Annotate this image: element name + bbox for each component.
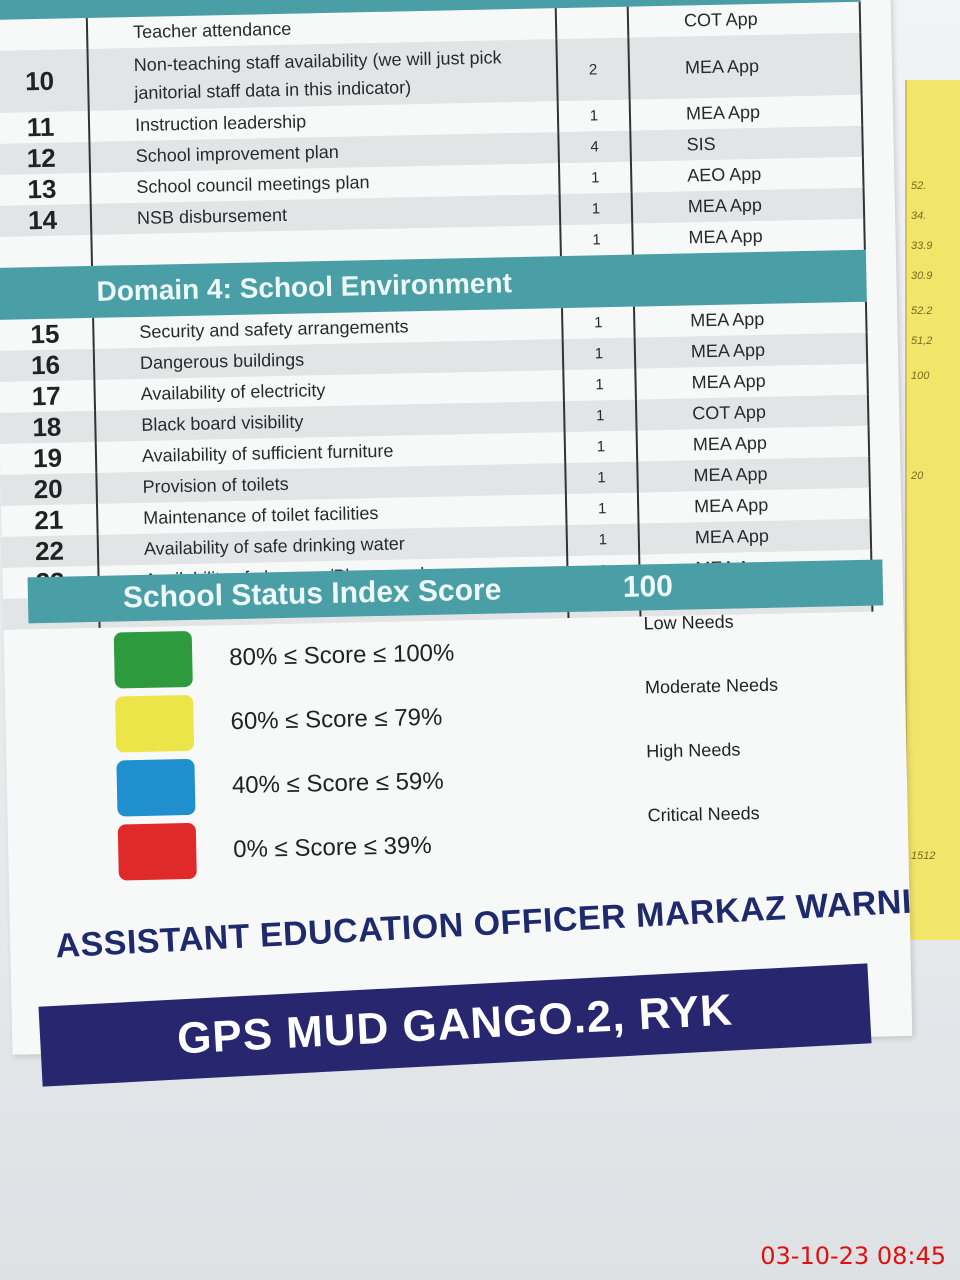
indicator-name: Availability of electricity	[140, 380, 326, 404]
handwritten-number: 51,2	[911, 335, 933, 347]
indicator-name: Non-teaching staff availability (we will…	[133, 47, 502, 103]
indicator-name	[93, 241, 560, 251]
data-source: AEO App	[631, 156, 865, 193]
data-source: MEA App	[638, 487, 872, 524]
score-range: 80% ≤ Score ≤ 100%	[228, 639, 455, 672]
legend-item: 0% ≤ Score ≤ 39% Critical Needs	[117, 803, 819, 889]
row-number	[0, 234, 94, 268]
data-source: MEA App	[637, 425, 871, 462]
row-number: 14	[0, 203, 93, 237]
photo-timestamp: 03-10-23 08:45	[760, 1242, 946, 1270]
color-swatch	[113, 630, 193, 689]
indicator-score: 1	[559, 223, 634, 257]
row-number: 19	[0, 441, 98, 475]
row-number: 21	[1, 503, 99, 537]
row-number: 16	[0, 348, 96, 382]
score-range: 40% ≤ Score ≤ 59%	[231, 767, 444, 800]
row-number: 18	[0, 410, 97, 444]
indicator-name: Provision of toilets	[142, 473, 289, 497]
indicator-name: Teacher attendance	[132, 18, 292, 43]
need-level: Moderate Needs	[644, 674, 779, 698]
indicator-score: 1	[564, 492, 640, 526]
score-legend: 80% ≤ Score ≤ 100% Low Needs 60% ≤ Score ≤…	[113, 612, 819, 889]
indicator-name: NSB disbursement	[136, 204, 288, 228]
indicator-score: 2	[555, 37, 631, 102]
indicator-name: Availability of safe drinking water	[143, 533, 405, 559]
color-swatch	[115, 694, 195, 753]
indicator-score: 1	[563, 430, 639, 464]
handwritten-number: 52.	[911, 180, 927, 192]
row-number: 20	[0, 472, 98, 506]
data-source: MEA App	[638, 456, 871, 493]
indicator-name: Black board visibility	[141, 411, 304, 435]
domain-3-rows: Teacher attendance COT App 10 Non-teaching …	[0, 1, 866, 268]
indicator-name: School council meetings plan	[136, 172, 370, 197]
handwritten-number: 100	[911, 370, 930, 382]
index-score-value: 100	[622, 569, 674, 604]
indicator-name: Dangerous buildings	[139, 349, 305, 373]
indicator-score: 1	[556, 99, 632, 133]
handwritten-number: 34.	[911, 210, 927, 222]
indicator-score: 1	[560, 306, 636, 340]
indicator-score: 1	[561, 337, 637, 371]
data-source: COT App	[636, 394, 870, 431]
row-number: 11	[0, 110, 91, 144]
handwritten-number: 33.9	[911, 240, 933, 252]
data-source: MEA App	[636, 363, 869, 400]
row-number: 12	[0, 141, 92, 175]
row-number: 10	[0, 48, 90, 113]
score-range: 0% ≤ Score ≤ 39%	[232, 831, 432, 864]
banner-school: GPS MUD GANGO.2, RYK	[175, 985, 734, 1064]
data-source: MEA App	[630, 94, 864, 131]
data-source: SIS	[631, 125, 864, 162]
data-source: MEA App	[632, 187, 866, 224]
indicator-name: Security and safety arrangements	[139, 316, 409, 342]
data-source: MEA App	[639, 518, 873, 555]
handwritten-number: 1512	[911, 850, 936, 862]
indicator-score: 1	[562, 399, 638, 433]
score-range: 60% ≤ Score ≤ 79%	[230, 703, 443, 736]
need-level: Critical Needs	[647, 803, 760, 826]
indicator-name: Maintenance of toilet facilities	[143, 502, 379, 528]
data-source: COT App	[628, 1, 862, 38]
indicator-score: 1	[557, 161, 633, 195]
row-number: 22	[1, 534, 100, 568]
indicator-score	[554, 6, 630, 40]
row-number	[0, 17, 89, 51]
row-number: 15	[0, 317, 95, 351]
data-source: MEA App	[629, 32, 863, 100]
color-swatch	[117, 822, 197, 881]
index-score-label: School Status Index Score	[122, 573, 502, 615]
indicator-score: 1	[558, 192, 634, 226]
indicator-score: 1	[564, 461, 639, 495]
indicator-name: School improvement plan	[135, 141, 339, 166]
row-number: 17	[0, 379, 97, 413]
indicator-name: Instruction leadership	[134, 111, 307, 135]
handwritten-number: 30.9	[911, 270, 933, 282]
row-number: 13	[0, 172, 92, 206]
handwritten-number: 20	[911, 470, 924, 482]
need-level: High Needs	[646, 739, 741, 762]
data-source: MEA App	[635, 332, 869, 369]
color-swatch	[116, 758, 196, 817]
indicator-score: 4	[557, 130, 632, 164]
indicator-name: Availability of sufficient furniture	[141, 440, 394, 466]
yellow-sheet: 52. 34. 33.9 30.9 52.2 51,2 100 20 1512	[905, 80, 960, 940]
need-level: Low Needs	[643, 611, 734, 634]
data-source: MEA App	[634, 301, 868, 338]
indicator-score: 1	[562, 368, 637, 402]
handwritten-number: 52.2	[911, 305, 933, 317]
data-source: MEA App	[633, 218, 866, 255]
indicator-score: 1	[565, 523, 641, 557]
